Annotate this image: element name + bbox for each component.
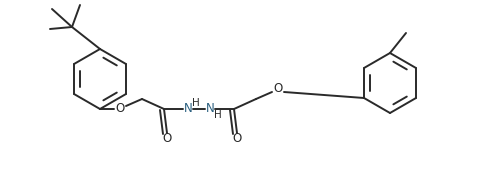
Text: H: H <box>214 110 222 120</box>
Text: H: H <box>192 98 200 108</box>
Text: O: O <box>115 102 125 115</box>
Text: O: O <box>273 82 283 95</box>
Text: O: O <box>163 133 172 146</box>
Text: N: N <box>184 102 192 115</box>
Text: O: O <box>232 133 242 146</box>
Text: N: N <box>206 102 215 115</box>
